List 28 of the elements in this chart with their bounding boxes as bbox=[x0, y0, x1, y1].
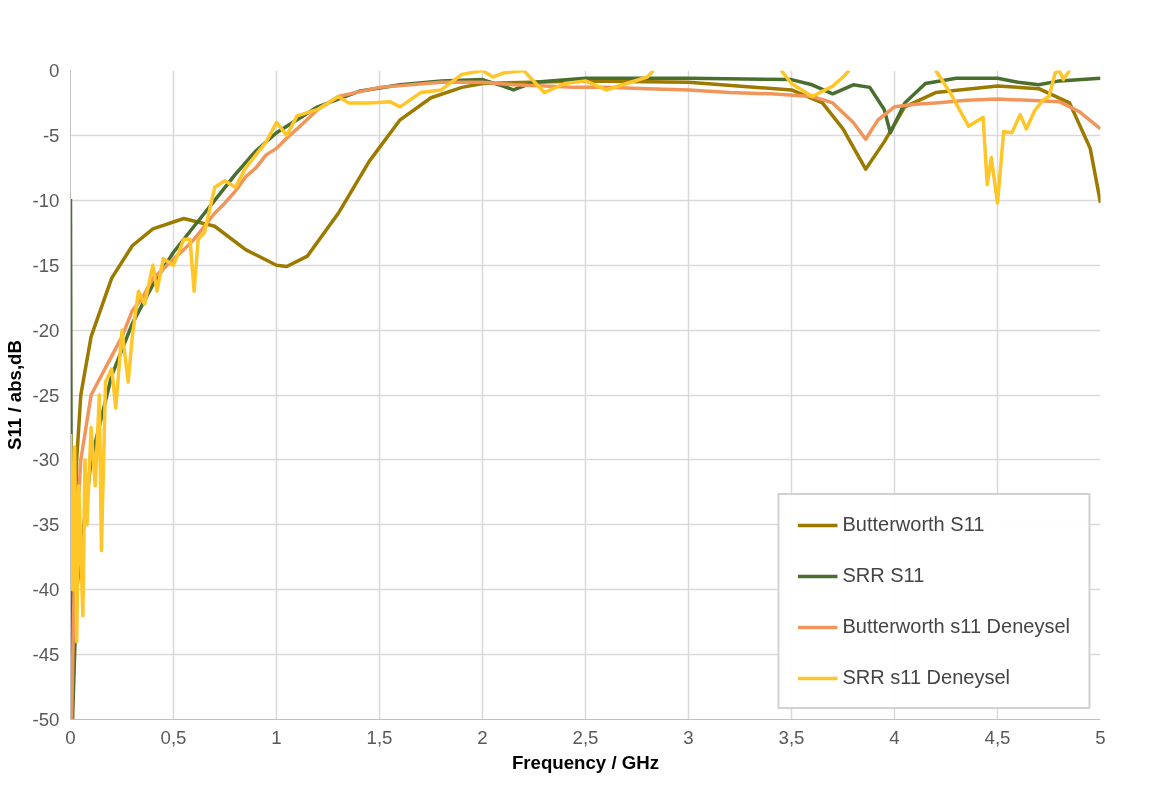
x-tick-label: 3,5 bbox=[778, 726, 805, 748]
x-tick-label: 4,5 bbox=[984, 726, 1011, 748]
y-tick-label: 0 bbox=[49, 60, 60, 81]
x-tick-label: 3 bbox=[683, 726, 694, 748]
x-tick-label: 2,5 bbox=[572, 726, 599, 748]
y-tick-label: -25 bbox=[32, 384, 60, 406]
x-axis-title: Frequency / GHz bbox=[511, 751, 660, 773]
y-tick-label: -5 bbox=[42, 124, 60, 146]
y-tick-label: -50 bbox=[32, 709, 60, 730]
legend-label: Butterworth s11 Deneysel bbox=[842, 615, 1070, 638]
x-tick-label: 1 bbox=[271, 726, 282, 748]
x-tick-label: 5 bbox=[1095, 726, 1106, 748]
x-tick-label: 1,5 bbox=[366, 726, 393, 748]
y-axis-title: S11 / abs,dB bbox=[3, 340, 25, 450]
y-tick-label: -35 bbox=[32, 514, 60, 536]
legend-label: SRR S11 bbox=[842, 564, 926, 587]
y-tick-label: -30 bbox=[32, 449, 60, 471]
y-tick-label: -15 bbox=[32, 254, 60, 276]
x-tick-label: 2 bbox=[477, 726, 488, 748]
legend-label: Butterworth S11 bbox=[842, 513, 986, 536]
y-tick-label: -45 bbox=[32, 644, 60, 666]
x-tick-label: 0 bbox=[65, 726, 76, 748]
y-tick-label: -40 bbox=[32, 579, 60, 601]
x-tick-label: 4 bbox=[889, 726, 900, 748]
y-tick-label: -10 bbox=[32, 189, 60, 211]
legend-label: SRR s11 Deneysel bbox=[842, 666, 1011, 689]
x-tick-label: 0,5 bbox=[160, 726, 187, 748]
y-tick-label: -20 bbox=[32, 319, 60, 341]
